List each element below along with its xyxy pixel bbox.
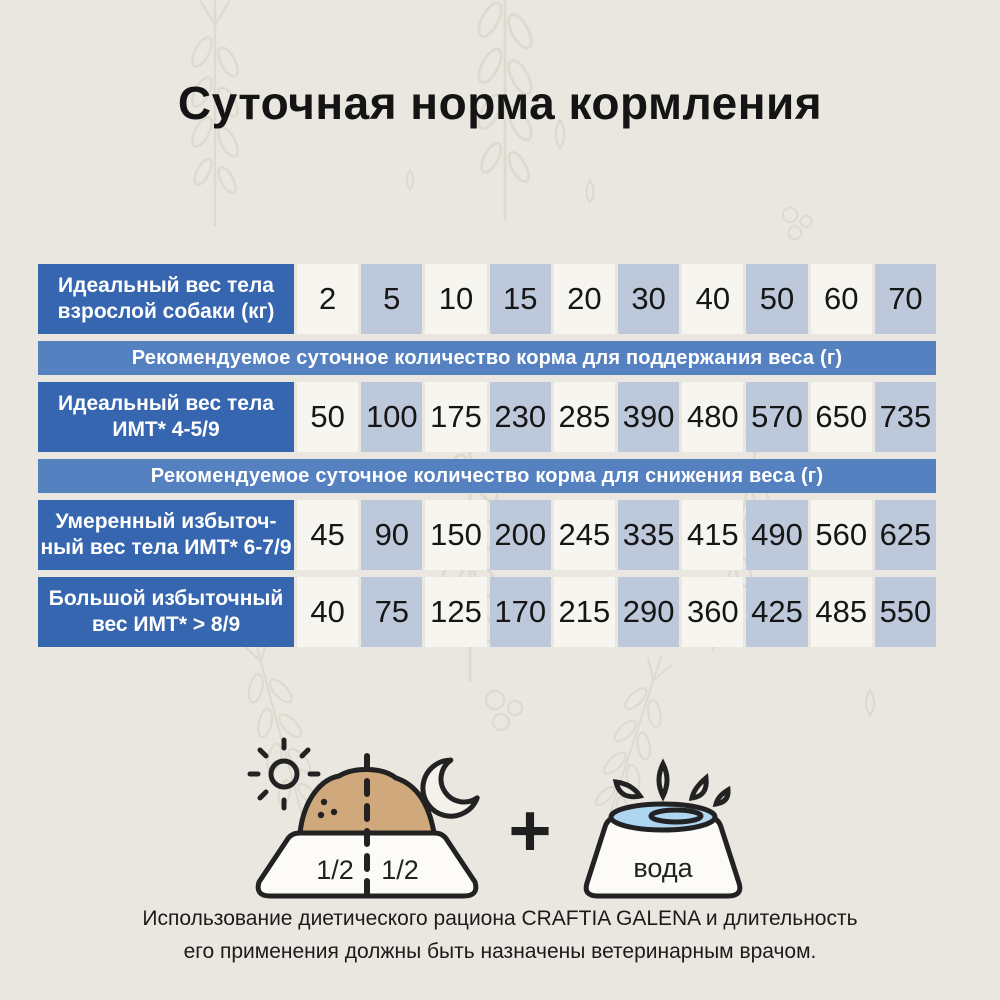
row-label-line1: Большой избыточный: [48, 587, 284, 610]
row-label-line1: Умеренный избыточ-: [55, 510, 277, 533]
maintain-value-cell: 480: [682, 382, 744, 452]
table-row-maintain: Идеальный вес тела ИМТ* 4-5/9 50 100 175…: [38, 382, 937, 452]
table-row-moderate-overweight: Умеренный избыточ- ный вес тела ИМТ* 6-7…: [38, 500, 937, 570]
maintain-value-cell: 175: [425, 382, 487, 452]
row-cells: 40 75 125 170 215 290 360 425 485 550: [297, 577, 937, 647]
large-value-cell: 360: [682, 577, 744, 647]
weight-value-cell: 20: [553, 264, 616, 334]
reduce-banner: Рекомендуемое суточное количество корма …: [38, 459, 936, 493]
row-cells: 2 5 10 15 20 30 40 50 60 70: [297, 264, 937, 334]
sun-icon: [247, 737, 321, 811]
weight-value-cell: 5: [361, 264, 423, 334]
maintain-value-cell: 100: [361, 382, 423, 452]
maintain-value-cell: 230: [489, 382, 551, 452]
moderate-value-cell: 490: [746, 500, 808, 570]
moderate-value-cell: 45: [297, 500, 359, 570]
maintain-banner: Рекомендуемое суточное количество корма …: [38, 341, 936, 375]
water-label: вода: [633, 853, 693, 883]
row-label: Умеренный избыточ- ный вес тела ИМТ* 6-7…: [38, 500, 294, 570]
row-label: Большой избыточный вес ИМТ* > 8/9: [38, 577, 294, 647]
weight-value-cell: 70: [874, 264, 937, 334]
weight-value-cell: 50: [746, 264, 808, 334]
kibble-mound: [297, 767, 437, 836]
table-row-large-overweight: Большой избыточный вес ИМТ* > 8/9 40 75 …: [38, 577, 937, 647]
table-row-weight-header: Идеальный вес тела взрослой собаки (кг) …: [38, 264, 937, 334]
row-label-line1: Идеальный вес тела: [58, 392, 274, 415]
moderate-value-cell: 245: [553, 500, 616, 570]
row-label-line1: Идеальный вес тела: [58, 274, 274, 297]
large-value-cell: 425: [746, 577, 808, 647]
weight-value-cell: 30: [618, 264, 680, 334]
kibble-dot: [321, 798, 328, 806]
kibble-dot: [331, 808, 338, 816]
weight-value-cell: 15: [489, 264, 551, 334]
row-cells: 45 90 150 200 245 335 415 490 560 625: [297, 500, 937, 570]
large-value-cell: 125: [425, 577, 487, 647]
maintain-value-cell: 735: [874, 382, 937, 452]
day-night-food-bowl-icon: 1/2 1/2: [247, 737, 481, 904]
page-title: Суточная норма кормления: [177, 77, 823, 129]
maintain-value-cell: 570: [746, 382, 808, 452]
maintain-value-cell: 285: [553, 382, 616, 452]
weight-value-cell: 60: [810, 264, 872, 334]
portion-left-label: 1/2: [317, 855, 355, 885]
portion-right-label: 1/2: [382, 855, 420, 885]
large-value-cell: 75: [361, 577, 423, 647]
moderate-value-cell: 335: [618, 500, 680, 570]
water-bowl-icon: вода: [583, 758, 742, 899]
maintain-value-cell: 390: [618, 382, 680, 452]
row-label-line2: вес ИМТ* > 8/9: [91, 613, 241, 636]
moderate-value-cell: 625: [874, 500, 937, 570]
large-value-cell: 485: [810, 577, 872, 647]
row-label: Идеальный вес тела взрослой собаки (кг): [38, 264, 294, 334]
large-value-cell: 550: [874, 577, 937, 647]
moderate-value-cell: 90: [361, 500, 423, 570]
large-value-cell: 290: [618, 577, 680, 647]
row-label-line2: ный вес тела ИМТ* 6-7/9: [40, 536, 292, 559]
row-cells: 50 100 175 230 285 390 480 570 650 735: [297, 382, 937, 452]
weight-value-cell: 40: [682, 264, 744, 334]
feeding-table: Идеальный вес тела взрослой собаки (кг) …: [38, 264, 937, 647]
feeding-pictograms: 1/2 1/2 + вода: [0, 736, 1000, 904]
weight-value-cell: 10: [425, 264, 487, 334]
moon-icon: [420, 757, 481, 819]
row-label-line2: ИМТ* 4-5/9: [112, 418, 220, 441]
water-splash-icon: [612, 758, 731, 808]
maintain-value-cell: 50: [297, 382, 359, 452]
vet-note: Использование диетического рациона CRAFT…: [0, 902, 1000, 968]
moderate-value-cell: 150: [425, 500, 487, 570]
row-label: Идеальный вес тела ИМТ* 4-5/9: [38, 382, 294, 452]
maintain-value-cell: 650: [810, 382, 872, 452]
plus-sign: +: [508, 789, 552, 872]
large-value-cell: 40: [297, 577, 359, 647]
moderate-value-cell: 415: [682, 500, 744, 570]
vet-note-line2: его применения должны быть назначены вет…: [183, 940, 817, 963]
moderate-value-cell: 200: [489, 500, 551, 570]
kibble-dot: [318, 811, 325, 819]
row-label-line2: взрослой собаки (кг): [57, 300, 275, 323]
moderate-value-cell: 560: [810, 500, 872, 570]
weight-value-cell: 2: [297, 264, 359, 334]
large-value-cell: 170: [489, 577, 551, 647]
water-ripple: [648, 807, 704, 825]
vet-note-line1: Использование диетического рациона CRAFT…: [142, 907, 858, 930]
large-value-cell: 215: [553, 577, 616, 647]
